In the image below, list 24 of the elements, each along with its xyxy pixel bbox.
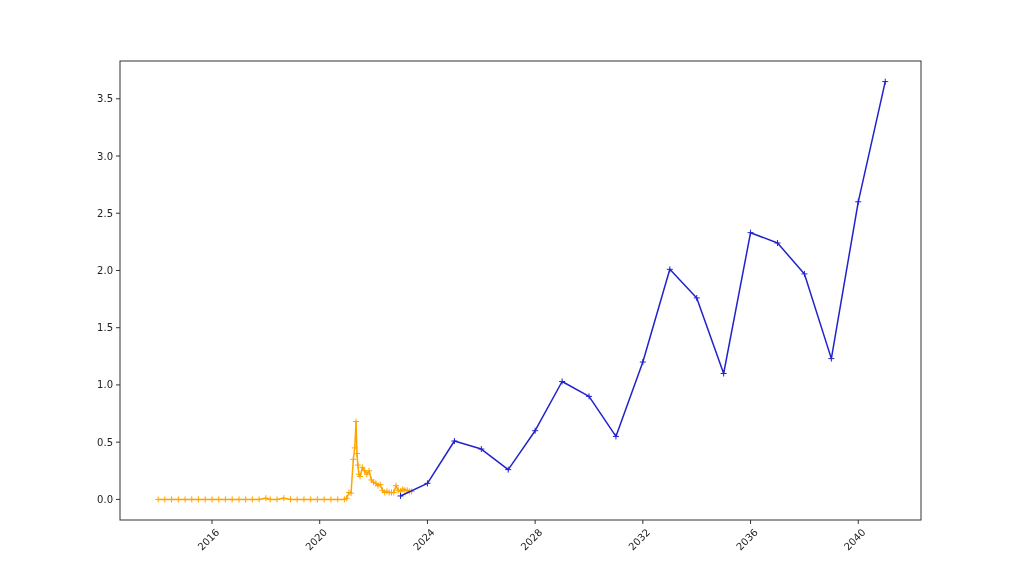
point <box>612 432 620 440</box>
point <box>720 369 728 377</box>
y-tick-label: 0.0 <box>97 493 113 505</box>
y-tick-label: 1.0 <box>97 379 113 391</box>
point <box>854 198 862 206</box>
point <box>477 445 485 453</box>
point <box>504 466 512 474</box>
y-tick-label: 1.5 <box>97 322 113 334</box>
point <box>585 392 593 400</box>
point <box>693 294 701 302</box>
point <box>423 479 431 487</box>
point <box>666 265 674 273</box>
point <box>800 270 808 278</box>
point <box>747 229 755 237</box>
y-tick-label: 0.5 <box>97 436 113 448</box>
point <box>639 358 647 366</box>
y-tick-label: 2.0 <box>97 264 113 276</box>
point <box>558 378 566 385</box>
point <box>774 239 782 247</box>
point <box>450 437 458 445</box>
point <box>531 427 539 435</box>
y-tick-label: 2.5 <box>97 207 113 219</box>
y-tick-label: 3.5 <box>97 93 113 105</box>
y-tick-label: 3.0 <box>97 150 113 162</box>
